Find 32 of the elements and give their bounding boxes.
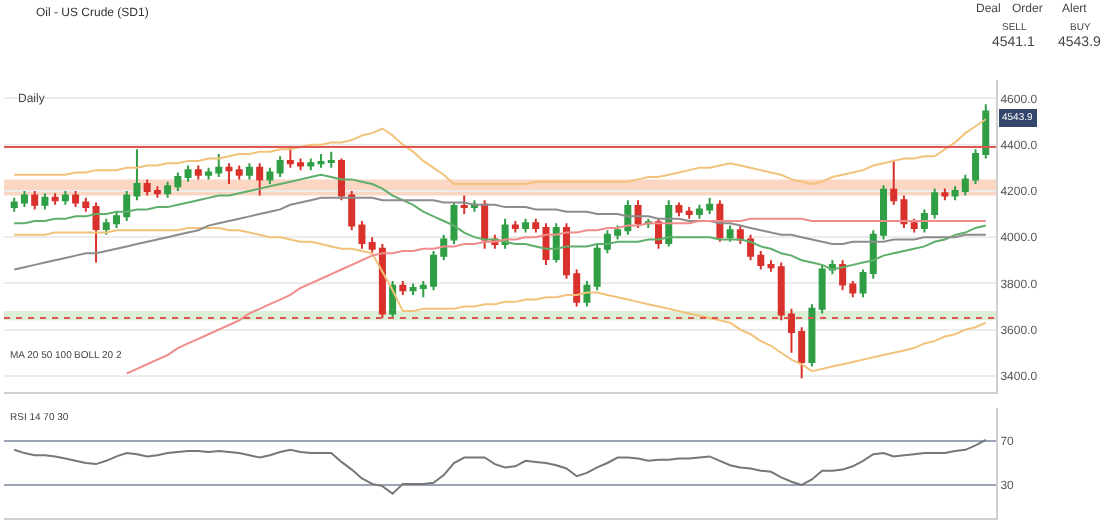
- candlestick: [245, 162, 253, 181]
- candlestick: [808, 303, 816, 368]
- candlestick: [481, 199, 489, 250]
- candlestick: [31, 189, 39, 211]
- candlestick: [685, 206, 693, 220]
- candlestick: [194, 164, 202, 181]
- candlestick: [92, 201, 100, 264]
- candlestick: [583, 280, 591, 308]
- line-series: [13, 118, 987, 185]
- candlestick: [51, 192, 59, 206]
- candlestick: [522, 217, 530, 234]
- candlestick: [910, 217, 918, 234]
- line-series: [13, 173, 987, 271]
- line-series: [13, 226, 987, 373]
- candlestick: [399, 280, 407, 296]
- candlestick: [266, 166, 274, 185]
- candlestick: [256, 162, 264, 197]
- line-series: [13, 196, 987, 271]
- line-series: [125, 217, 987, 375]
- candlestick: [532, 217, 540, 234]
- candlestick: [307, 157, 315, 172]
- candlestick: [61, 189, 69, 206]
- candlestick: [675, 201, 683, 218]
- candlestick: [276, 155, 284, 179]
- candlestick: [41, 192, 49, 211]
- candlestick: [460, 194, 468, 216]
- candlestick: [184, 164, 192, 183]
- candlestick: [726, 224, 734, 243]
- candlestick: [634, 199, 642, 229]
- candlestick: [511, 219, 519, 234]
- candlestick: [941, 187, 949, 202]
- line-series: [13, 438, 987, 495]
